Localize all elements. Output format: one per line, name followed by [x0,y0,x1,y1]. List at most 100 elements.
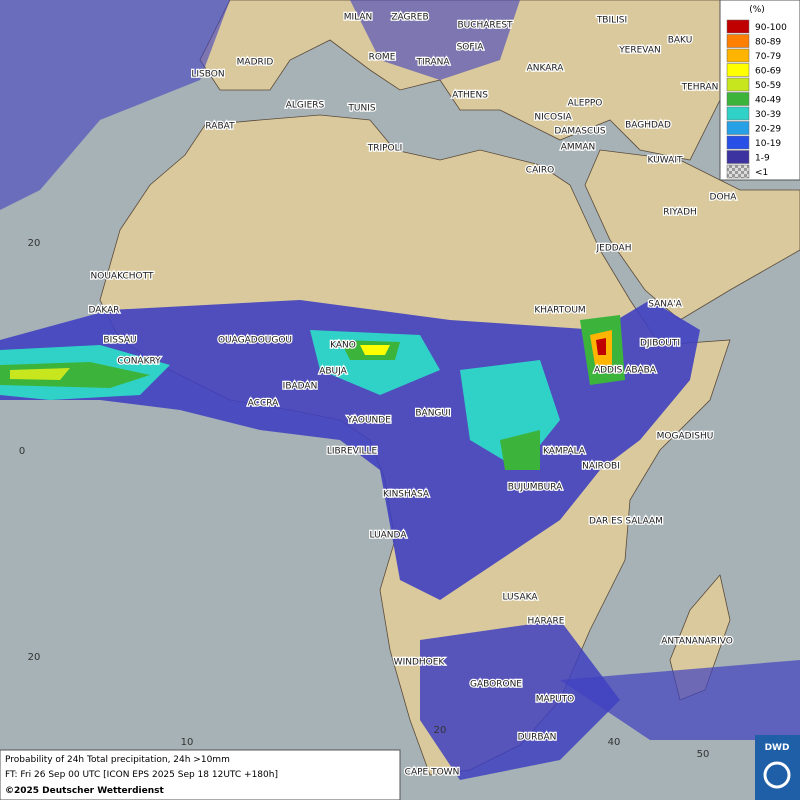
legend-swatch [726,92,750,106]
city-label: CAPE TOWN [405,768,460,778]
grid-label: 20 [28,238,41,249]
grid-label: 10 [181,737,194,748]
legend-label: 30-39 [755,110,781,120]
city-label: ACCRA [248,399,279,409]
info-line: FT: Fri 26 Sep 00 UTC [ICON EPS 2025 Sep… [5,770,278,780]
city-label: DURBAN [518,733,557,743]
city-label: BISSAU [103,336,136,346]
legend-label: 90-100 [755,23,787,33]
city-label: DJIBOUTI [640,339,680,349]
city-label: BAGHDAD [625,121,671,131]
city-label: OUAGADOUGOU [218,336,292,346]
info-line: Probability of 24h Total precipitation, … [5,755,230,765]
grid-label: 20 [434,725,447,736]
city-label: CAIRO [526,166,554,176]
city-label: WINDHOEK [394,658,446,668]
city-label: AMMAN [561,143,596,153]
grid-labels: 20 0 20 10 20 40 50 [19,238,710,760]
legend-swatch [726,48,750,63]
city-label: IBADAN [283,382,318,392]
city-labels: MILAN ZAGREB BUCHAREST TBILISI BAKU LISBON MAD… [87,11,738,779]
city-label: KINSHASA [383,490,430,500]
precipitation [0,0,800,780]
city-label: TEHRAN [681,83,719,93]
city-label: KHARTOUM [534,306,585,316]
city-label: BAKU [668,36,693,46]
city-label: TBILISI [596,16,627,26]
grid-label: 0 [19,446,25,457]
legend-swatch [726,150,750,164]
city-label: YAOUNDE [346,416,391,426]
logo-swirl [763,761,791,789]
legend-label: <1 [755,168,768,178]
city-label: MOGADISHU [657,432,714,442]
city-label: LISBON [191,70,224,80]
city-label: GABORONE [470,680,522,690]
copyright: ©2025 Deutscher Wetterdienst [5,786,164,796]
legend-swatch [726,106,750,121]
city-label: TIRANA [415,58,450,68]
legend-swatch [726,164,750,179]
city-label: ATHENS [452,91,488,101]
legend-swatch [726,77,750,92]
grid-label: 20 [28,652,41,663]
logo-background [755,735,800,800]
grid-label: 50 [697,749,710,760]
city-label: LIBREVILLE [327,447,378,457]
city-label: HARARE [528,617,565,627]
city-label: MADRID [237,58,274,68]
city-label: NOUAKCHOTT [91,272,154,282]
city-label: JEDDAH [596,244,632,254]
city-label: ROME [369,53,396,63]
info-background [0,749,401,801]
legend-label: 20-29 [755,125,781,135]
city-label: ALGIERS [286,101,325,111]
city-label: ANTANANARIVO [661,637,733,647]
legend-swatch [726,63,750,77]
legend-title: (%) [749,5,765,15]
city-label: DAR ES SALAAM [589,517,663,527]
city-label: DAKAR [88,306,119,316]
city-label: BANGUI [415,409,450,419]
city-label: ZAGREB [391,13,428,23]
legend-swatch [726,34,750,48]
city-label: ANKARA [527,64,565,74]
legend-label: 40-49 [755,96,781,106]
legend-swatch [726,121,750,135]
logo: DWD [755,735,800,800]
city-label: ALEPPO [568,99,603,109]
grid-label: 40 [608,737,621,748]
legend-label: 60-69 [755,67,781,77]
city-label: KUWAIT [648,156,683,166]
city-label: SANA'A [648,300,682,310]
city-label: YEREVAN [618,46,661,56]
city-label: CONAKRY [117,357,161,367]
legend-label: 10-19 [755,139,781,149]
legend-label: 70-79 [755,52,781,62]
info-box: Probability of 24h Total precipitation, … [0,749,401,801]
city-label: ADDIS ABABA [594,366,657,376]
city-label: MILAN [344,13,373,23]
city-label: MAPUTO [536,695,575,705]
city-label: KANO [330,341,356,351]
legend-swatch [726,135,750,150]
city-label: NAIROBI [582,462,620,472]
city-label: SOFIA [457,43,485,53]
logo-text: DWD [765,743,790,753]
city-label: KAMPALA [543,447,586,457]
city-label: TRIPOLI [367,144,403,154]
city-label: TUNIS [347,104,375,114]
legend-label: 80-89 [755,38,781,48]
legend-label: 50-59 [755,81,781,91]
city-label: DAMASCUS [554,127,605,137]
city-label: LUANDA [370,531,408,541]
city-label: LUSAKA [502,593,538,603]
legend: (%) 90-100 80-89 70-79 60-69 50-59 40-49 30-39… [719,0,800,181]
legend-label: 1-9 [755,154,770,164]
city-label: RABAT [205,122,235,132]
city-label: RIYADH [663,208,697,218]
city-label: BUCHAREST [457,21,513,31]
city-label: NICOSIA [534,113,572,123]
city-label: ABUJA [319,367,347,377]
